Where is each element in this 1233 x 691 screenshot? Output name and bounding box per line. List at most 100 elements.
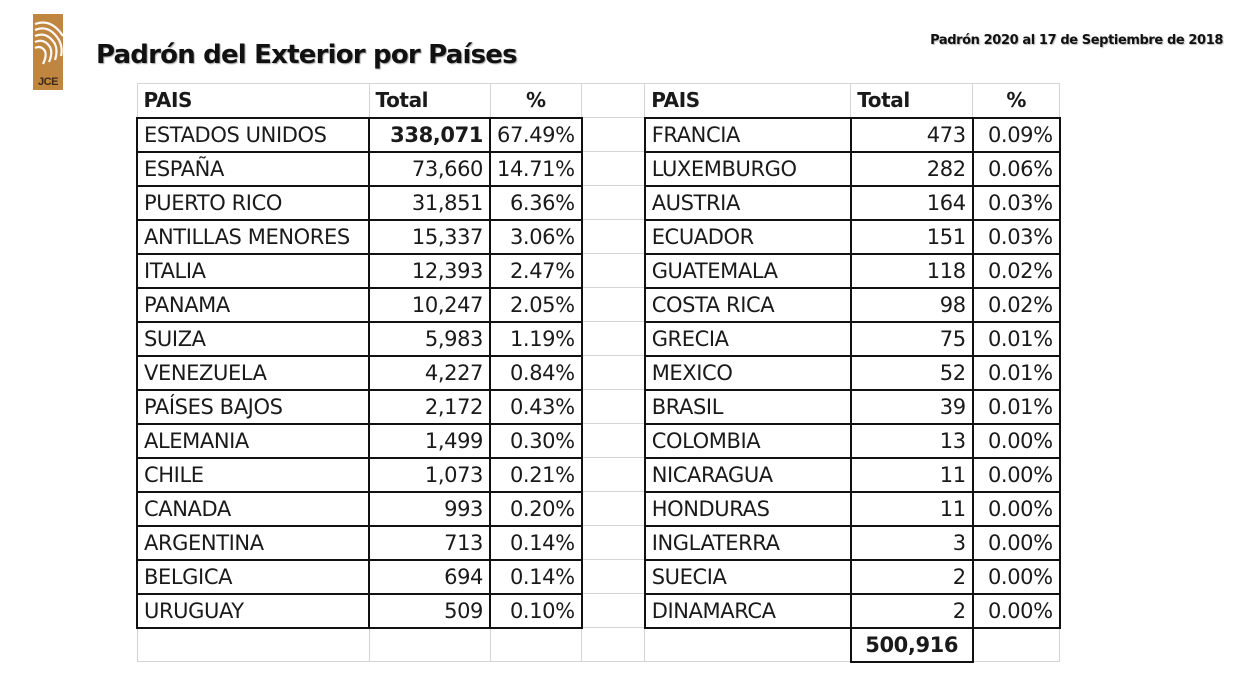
country-cell: SUECIA [643, 558, 852, 595]
total-cell: 2 [849, 558, 974, 595]
percent-cell: 0.01% [971, 320, 1061, 357]
total-cell: 1,499 [368, 422, 491, 459]
spacer-cell [581, 389, 646, 424]
country-cell: GRECIA [643, 320, 852, 357]
percent-cell: 0.43% [489, 388, 583, 425]
country-cell: LUXEMBURGO [643, 150, 852, 187]
table-row: ARGENTINA 713 0.14% INGLATERRA 3 0.00% [136, 524, 1061, 561]
percent-cell: 0.84% [489, 354, 583, 391]
empty-cell [136, 627, 370, 662]
percent-cell: 0.00% [971, 490, 1061, 527]
total-cell: 10,247 [368, 286, 491, 323]
spacer-cell [581, 457, 646, 492]
col-header-total: Total [368, 83, 491, 119]
total-cell: 98 [849, 286, 974, 323]
table-row: BELGICA 694 0.14% SUECIA 2 0.00% [136, 558, 1061, 595]
total-cell: 52 [849, 354, 974, 391]
percent-cell: 0.00% [971, 456, 1061, 493]
total-cell: 713 [368, 524, 491, 561]
country-cell: MEXICO [643, 354, 852, 391]
total-cell: 694 [368, 558, 491, 595]
country-cell: DINAMARCA [643, 592, 852, 629]
total-cell: 15,337 [368, 218, 491, 255]
empty-cell [644, 627, 852, 662]
country-cell: BELGICA [136, 558, 370, 595]
spacer-cell [581, 185, 646, 220]
total-cell: 509 [368, 592, 491, 629]
percent-cell: 0.20% [489, 490, 583, 527]
country-cell: CHILE [136, 456, 370, 493]
table-row: CHILE 1,073 0.21% NICARAGUA 11 0.00% [136, 456, 1061, 493]
country-cell: ITALIA [136, 252, 370, 289]
percent-cell: 2.05% [489, 286, 583, 323]
spacer-cell [581, 219, 646, 254]
percent-cell: 0.02% [971, 286, 1061, 323]
total-cell: 151 [849, 218, 974, 255]
percent-cell: 0.00% [971, 524, 1061, 561]
total-cell: 13 [849, 422, 974, 459]
fingerprint-icon [34, 21, 63, 65]
percent-cell: 0.21% [489, 456, 583, 493]
table-row: ALEMANIA 1,499 0.30% COLOMBIA 13 0.00% [136, 422, 1061, 459]
spacer-cell [581, 253, 646, 288]
country-cell: ESTADOS UNIDOS [136, 116, 370, 153]
percent-cell: 0.01% [971, 388, 1061, 425]
percent-cell: 0.02% [971, 252, 1061, 289]
table-row: ITALIA 12,393 2.47% GUATEMALA 118 0.02% [136, 252, 1061, 289]
percent-cell: 0.10% [489, 592, 583, 629]
total-cell: 11 [849, 456, 974, 493]
col-header-pct: % [972, 83, 1061, 119]
country-table: PAIS Total % PAIS Total % ESTADOS UNIDOS… [136, 83, 1061, 663]
country-cell: PAÍSES BAJOS [136, 388, 370, 425]
total-cell: 11 [849, 490, 974, 527]
total-cell: 12,393 [368, 252, 491, 289]
table-row: ESPAÑA 73,660 14.71% LUXEMBURGO 282 0.06% [136, 150, 1061, 187]
country-cell: GUATEMALA [643, 252, 852, 289]
country-cell: AUSTRIA [643, 184, 852, 221]
spacer-cell [581, 593, 646, 628]
percent-cell: 0.00% [971, 422, 1061, 459]
country-cell: ALEMANIA [136, 422, 370, 459]
table-header-row: PAIS Total % PAIS Total % [136, 83, 1061, 119]
percent-cell: 0.06% [971, 150, 1061, 187]
country-cell: PUERTO RICO [136, 184, 370, 221]
country-cell: CANADA [136, 490, 370, 527]
spacer-cell [581, 83, 646, 118]
total-cell: 2 [849, 592, 974, 629]
total-cell: 473 [849, 116, 974, 153]
col-header-total: Total [850, 83, 974, 119]
spacer-cell [581, 151, 646, 186]
country-cell: ECUADOR [643, 218, 852, 255]
total-cell: 118 [849, 252, 974, 289]
table-row: PAÍSES BAJOS 2,172 0.43% BRASIL 39 0.01% [136, 388, 1061, 425]
percent-cell: 67.49% [489, 116, 583, 153]
table-row: PANAMA 10,247 2.05% COSTA RICA 98 0.02% [136, 286, 1061, 323]
grand-total-row: 500,916 [136, 626, 1061, 663]
country-cell: HONDURAS [643, 490, 852, 527]
col-header-pais: PAIS [644, 83, 852, 119]
country-cell: ANTILLAS MENORES [136, 218, 370, 255]
percent-cell: 0.03% [971, 218, 1061, 255]
total-cell: 164 [849, 184, 974, 221]
logo-text: JCE [38, 76, 58, 88]
percent-cell: 0.00% [971, 558, 1061, 595]
total-cell: 75 [849, 320, 974, 357]
percent-cell: 0.14% [489, 558, 583, 595]
jce-logo: JCE [33, 14, 63, 90]
total-cell: 2,172 [368, 388, 491, 425]
empty-cell [581, 627, 646, 662]
total-cell: 338,071 [368, 116, 491, 153]
total-cell: 5,983 [368, 320, 491, 357]
total-cell: 993 [368, 490, 491, 527]
percent-cell: 0.14% [489, 524, 583, 561]
spacer-cell [581, 321, 646, 356]
country-cell: INGLATERRA [643, 524, 852, 561]
country-cell: URUGUAY [136, 592, 370, 629]
country-cell: NICARAGUA [643, 456, 852, 493]
table-row: CANADA 993 0.20% HONDURAS 11 0.00% [136, 490, 1061, 527]
table-row: URUGUAY 509 0.10% DINAMARCA 2 0.00% [136, 592, 1061, 629]
spacer-cell [581, 525, 646, 560]
percent-cell: 0.01% [971, 354, 1061, 391]
country-cell: COSTA RICA [643, 286, 852, 323]
percent-cell: 0.30% [489, 422, 583, 459]
